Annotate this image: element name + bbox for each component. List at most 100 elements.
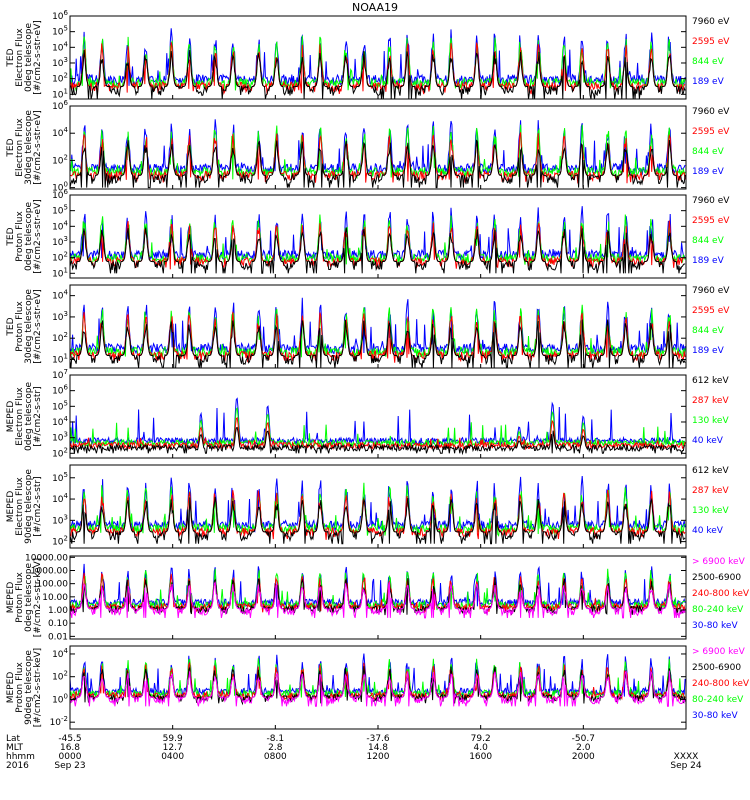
xaxis-row-label: MLT <box>6 743 24 753</box>
xtick-label: 0400 <box>161 752 184 762</box>
xtick-label: Sep 24 <box>670 761 702 771</box>
ylabel: MEPEDProton Flux0deg telescope[#/cm2-s-s… <box>6 558 43 637</box>
trace-magenta <box>70 670 686 707</box>
trace-blue <box>70 28 686 87</box>
legend-label: 844 eV <box>692 236 725 246</box>
ytick-label: 103 <box>52 431 68 444</box>
ylabel-line: [#/cm2-s-str-eV] <box>33 110 43 185</box>
legend-label: 240-800 keV <box>692 589 750 599</box>
ylabel-line: 90deg telescope <box>24 650 34 725</box>
panel-6-traces <box>70 475 686 545</box>
xtick-label: -8.1 <box>267 734 285 744</box>
ytick-label: 107 <box>52 368 68 381</box>
ylabel-line: [#/cm2-s-str] <box>33 476 43 536</box>
xtick-label: 16.8 <box>60 743 80 753</box>
xaxis-row-label: Lat <box>6 734 21 744</box>
xaxis-row-label: 2016 <box>6 761 29 771</box>
ytick-label: 104 <box>52 289 68 302</box>
legend-label: 7960 eV <box>692 196 730 206</box>
legend-label: 7960 eV <box>692 107 730 117</box>
panel-2: 100 102 104 106 TEDElectron Flux30deg telesc… <box>6 99 730 194</box>
legend-label: 80-240 keV <box>692 695 744 705</box>
legend-label: 189 eV <box>692 256 725 266</box>
ylabel-line: TED <box>6 317 16 336</box>
ylabel-line: Electron Flux <box>15 118 25 177</box>
xtick-label: -45.5 <box>58 734 81 744</box>
ylabel-line: MEPED <box>6 491 16 523</box>
legend-label: 2595 eV <box>692 306 730 316</box>
xaxis-row-label: hhmm <box>6 752 35 762</box>
ytick-label: 105 <box>52 204 68 217</box>
panel-8: 10-2 100 102 104 MEPEDProton Flux90deg teles… <box>6 645 750 730</box>
ytick-label: 105 <box>52 471 68 484</box>
ylabel: TEDElectron Flux0deg telescope[#/cm2-s-s… <box>6 20 43 95</box>
legend-label: 2595 eV <box>692 127 730 137</box>
panel-7-traces <box>70 563 686 619</box>
trace-green <box>70 304 686 359</box>
ylabel-line: TED <box>6 138 16 157</box>
xtick-label: -50.7 <box>572 734 595 744</box>
ytick-label: 103 <box>52 310 68 323</box>
trace-red <box>70 417 686 451</box>
legend-label: 7960 eV <box>692 17 730 27</box>
legend-label: 2500-6900 <box>692 573 741 583</box>
ytick-label: 1000.00 <box>31 566 68 576</box>
trace-red <box>70 220 686 270</box>
ytick-label: 103 <box>52 513 68 526</box>
panel-3: 101 102 103 104 105 106 TEDProton Flux0deg tel… <box>6 188 730 279</box>
ytick-label: 106 <box>52 99 68 112</box>
ylabel-line: Electron Flux <box>15 387 25 446</box>
legend-label: 40 keV <box>692 436 724 446</box>
ylabel-line: [#/cm2-s-str-keV] <box>33 648 43 727</box>
ytick-label: 100.00 <box>37 580 69 590</box>
ytick-label: 102 <box>52 331 68 344</box>
ytick-label: 106 <box>52 188 68 201</box>
trace-blue <box>70 297 686 356</box>
xtick-label: 4.0 <box>474 743 489 753</box>
trace-red <box>70 489 686 540</box>
ytick-label: 103 <box>52 56 68 69</box>
ylabel: MEPEDElectron Flux90deg telescope[#/cm2-… <box>6 469 43 544</box>
ytick-label: 104 <box>52 40 68 53</box>
ylabel-line: MEPED <box>6 672 16 704</box>
panel-3-traces <box>70 206 686 274</box>
ytick-label: 101 <box>52 87 68 100</box>
legend-label: 80-240 keV <box>692 605 744 615</box>
legend-label: 844 eV <box>692 326 725 336</box>
xtick-label: 0000 <box>59 752 82 762</box>
panel-1-traces <box>70 28 686 99</box>
ytick-label: 102 <box>52 670 68 683</box>
panel-2-traces <box>70 119 686 189</box>
trace-blue <box>70 397 686 446</box>
ytick-label: 102 <box>52 153 68 166</box>
ytick-label: 10000.00 <box>25 553 68 563</box>
ylabel: MEPEDElectron Flux0deg telescope[#/cm2-s… <box>6 382 43 452</box>
ytick-label: 103 <box>52 235 68 248</box>
ytick-label: 0.01 <box>48 632 68 642</box>
legend-label: 7960 eV <box>692 286 730 296</box>
legend-label: 844 eV <box>692 57 725 67</box>
ylabel-line: 30deg telescope <box>24 110 34 185</box>
legend-label: 2595 eV <box>692 216 730 226</box>
legend-label: 40 keV <box>692 526 724 536</box>
panel-frame <box>69 555 687 640</box>
ylabel-line: 30deg telescope <box>24 289 34 364</box>
trace-black <box>70 139 686 189</box>
ylabel-line: TED <box>6 48 16 67</box>
ytick-label: 100 <box>52 692 68 705</box>
xtick-label: Sep 23 <box>54 761 85 771</box>
trace-black <box>70 426 686 456</box>
legend-label: > 6900 keV <box>692 557 746 567</box>
panel-7: 0.010.101.0010.00100.001000.0010000.00ME… <box>6 553 750 642</box>
ytick-label: 0.10 <box>48 619 68 629</box>
xtick-label: 1600 <box>469 752 492 762</box>
ylabel-line: Proton Flux <box>15 211 25 262</box>
trace-blue <box>70 206 686 262</box>
legend-label: 130 keV <box>692 506 729 516</box>
ytick-label: 102 <box>52 251 68 264</box>
ytick-label: 101 <box>52 266 68 279</box>
ylabel-line: Proton Flux <box>15 662 25 713</box>
legend-label: 612 keV <box>692 376 729 386</box>
ylabel-line: Electron Flux <box>15 477 25 536</box>
panel-8-traces <box>70 653 686 707</box>
